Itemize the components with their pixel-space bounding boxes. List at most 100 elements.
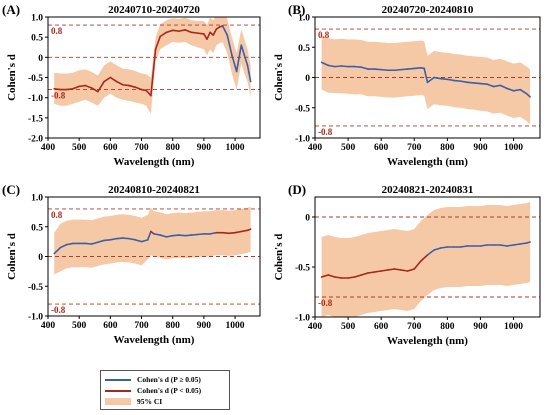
effect-size-line-segment	[128, 84, 137, 88]
effect-size-line-segment	[65, 87, 74, 91]
effect-size-line-segment	[519, 88, 528, 95]
effect-size-line-segment	[228, 231, 236, 235]
panel-4: -0.8 400 500 600 700 800 900 1000 0 -0.5 -1.0 Wavel…	[273, 182, 541, 347]
effect-size-line-segment	[53, 87, 62, 91]
effect-size-line-segment	[459, 80, 469, 84]
legend-label-ns: Cohen's d (P ≥ 0.05)	[137, 375, 201, 384]
legend: Cohen's d (P ≥ 0.05) Cohen's d (P < 0.05…	[100, 370, 230, 410]
effect-size-line-segment	[212, 28, 218, 36]
panel-title: 20240821-20240831	[382, 184, 474, 196]
x-tick-label: 1000	[504, 322, 523, 332]
effect-size-line-segment	[353, 65, 363, 69]
y-tick-label: -2.0	[28, 135, 43, 145]
effect-size-line-segment	[103, 239, 112, 242]
x-tick-label: 700	[134, 143, 149, 153]
x-tick-label: 1000	[504, 143, 523, 153]
effect-size-line-segment	[140, 239, 149, 243]
y-tick-label: 0.5	[298, 44, 310, 54]
x-tick-label: 900	[473, 143, 488, 153]
panel-title: 20240710-20240720	[108, 4, 200, 16]
effect-size-line-segment	[78, 84, 87, 88]
reference-label: -0.8	[318, 298, 333, 308]
reference-label: -0.8	[51, 305, 66, 315]
x-tick-label: 900	[197, 321, 212, 331]
effect-size-line-segment	[235, 44, 243, 73]
effect-size-line-segment	[413, 67, 422, 70]
reference-label: 0.8	[318, 30, 330, 40]
panel-2: 0.8 -0.8 400 500 600 700 800 900 1000 1.0 0.5 0 -0.5…	[273, 2, 541, 168]
panel-title: 20240720-20240810	[382, 4, 474, 16]
effect-size-line-segment	[206, 31, 211, 40]
effect-size-line-segment	[466, 81, 475, 84]
legend-item-sig: Cohen's d (P < 0.05)	[105, 385, 201, 396]
legend-swatch-sig	[105, 389, 131, 392]
effect-size-line-segment	[420, 254, 429, 262]
y-tick-label: 0.5	[31, 34, 43, 44]
panel-title: 20240810-20240821	[108, 184, 200, 196]
effect-size-line-segment	[506, 244, 515, 247]
effect-size-line-segment	[479, 82, 488, 85]
y-axis-label: Cohen's d	[273, 234, 285, 281]
x-tick-label: 400	[41, 143, 56, 153]
y-tick-label: -1.0	[295, 314, 310, 324]
panel-3: 0.8 -0.8 400 500 600 700 800 900 1000 1.0 0.5 0 -0.5…	[2, 182, 261, 346]
y-axis-label: Cohen's d	[6, 54, 18, 101]
panel-letter: (B)	[288, 2, 305, 17]
effect-size-line-segment	[340, 65, 349, 68]
x-tick-label: 1000	[226, 143, 245, 153]
effect-size-line-segment	[400, 68, 409, 71]
y-tick-label: 1.0	[31, 194, 43, 204]
y-tick-label: 1.0	[298, 14, 310, 24]
effect-size-line-segment	[97, 239, 105, 244]
effect-size-line-segment	[203, 33, 208, 40]
reference-label: 0.8	[51, 210, 63, 220]
effect-size-line-segment	[327, 64, 336, 68]
effect-size-line-segment	[122, 237, 130, 240]
reference-label: -0.8	[318, 127, 333, 137]
x-tick-label: 800	[166, 143, 181, 153]
effect-size-line-segment	[109, 76, 118, 83]
effect-size-line-segment	[134, 239, 143, 243]
effect-size-line-segment	[453, 79, 462, 82]
x-axis-label: Wavelength (nm)	[387, 156, 468, 168]
effect-size-line-segment	[122, 83, 130, 87]
effect-size-line-segment	[327, 274, 336, 278]
y-axis-label: Cohen's d	[6, 233, 18, 280]
effect-size-line-segment	[320, 61, 330, 67]
effect-size-line-segment	[426, 76, 435, 84]
legend-item-ci: 95% CI	[105, 396, 162, 407]
x-axis-label: Wavelength (nm)	[387, 335, 468, 347]
x-tick-label: 400	[308, 322, 323, 332]
reference-label: -0.8	[51, 91, 66, 101]
x-tick-label: 700	[407, 143, 422, 153]
effect-size-line-segment	[459, 245, 469, 248]
ci-band	[321, 202, 531, 317]
plot-area	[48, 17, 260, 114]
legend-swatch-ci	[105, 398, 131, 405]
effect-size-line-segment	[90, 241, 99, 245]
effect-size-line-segment	[413, 260, 422, 270]
effect-size-line-segment	[380, 269, 389, 272]
x-axis-label: Wavelength (nm)	[114, 334, 195, 346]
effect-size-line-segment	[486, 83, 495, 88]
effect-size-line-segment	[159, 31, 168, 38]
effect-size-line-segment	[525, 241, 531, 244]
ci-band	[54, 17, 251, 114]
effect-size-line-segment	[221, 231, 230, 235]
effect-size-line-segment	[439, 246, 449, 249]
effect-size-line-segment	[150, 48, 157, 97]
plot-frame	[314, 196, 541, 318]
effect-size-line-segment	[393, 68, 402, 72]
effect-size-line-segment	[439, 77, 449, 81]
effect-size-line-segment	[90, 87, 99, 93]
effect-size-line-segment	[190, 31, 199, 34]
x-tick-label: 600	[374, 143, 389, 153]
effect-size-line-segment	[506, 87, 515, 92]
panel-letter: (C)	[2, 182, 20, 197]
effect-size-line-segment	[171, 29, 180, 32]
reference-label: 0.8	[51, 26, 63, 36]
effect-size-line-segment	[519, 242, 528, 245]
x-tick-label: 500	[341, 322, 356, 332]
effect-size-line-segment	[231, 54, 238, 73]
effect-size-line-segment	[145, 89, 152, 97]
